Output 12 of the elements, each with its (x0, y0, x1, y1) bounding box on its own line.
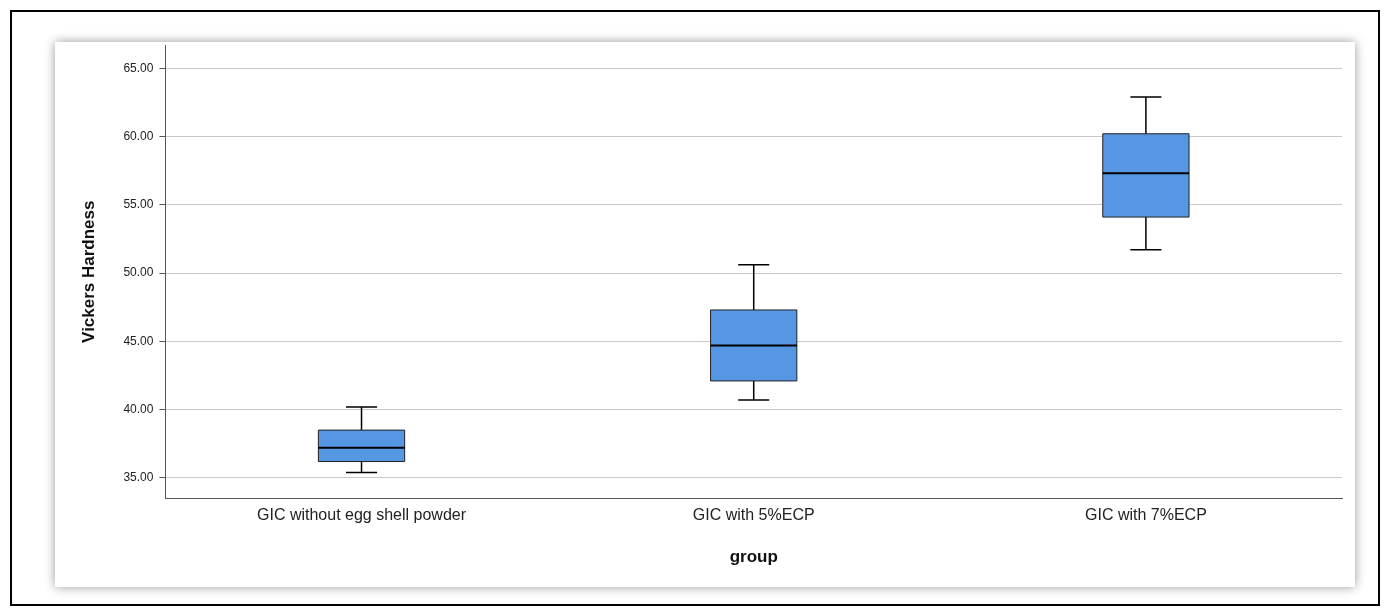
x-axis-title: group (729, 547, 778, 567)
x-tick-label: GIC with 7%ECP (1085, 506, 1207, 524)
y-tick-label: 45.00 (123, 333, 154, 348)
y-tick-label: 60.00 (123, 128, 154, 143)
y-tick-label: 35.00 (123, 470, 154, 485)
y-tick-label: 65.00 (123, 60, 154, 75)
x-tick-label: GIC without egg shell powder (257, 506, 467, 524)
y-axis-title: Vickers Hardness (78, 200, 98, 343)
y-tick-label: 40.00 (123, 401, 154, 416)
y-tick-label: 55.00 (123, 197, 154, 212)
x-tick-label: GIC with 5%ECP (692, 506, 815, 524)
y-tick-label: 50.00 (123, 265, 154, 280)
